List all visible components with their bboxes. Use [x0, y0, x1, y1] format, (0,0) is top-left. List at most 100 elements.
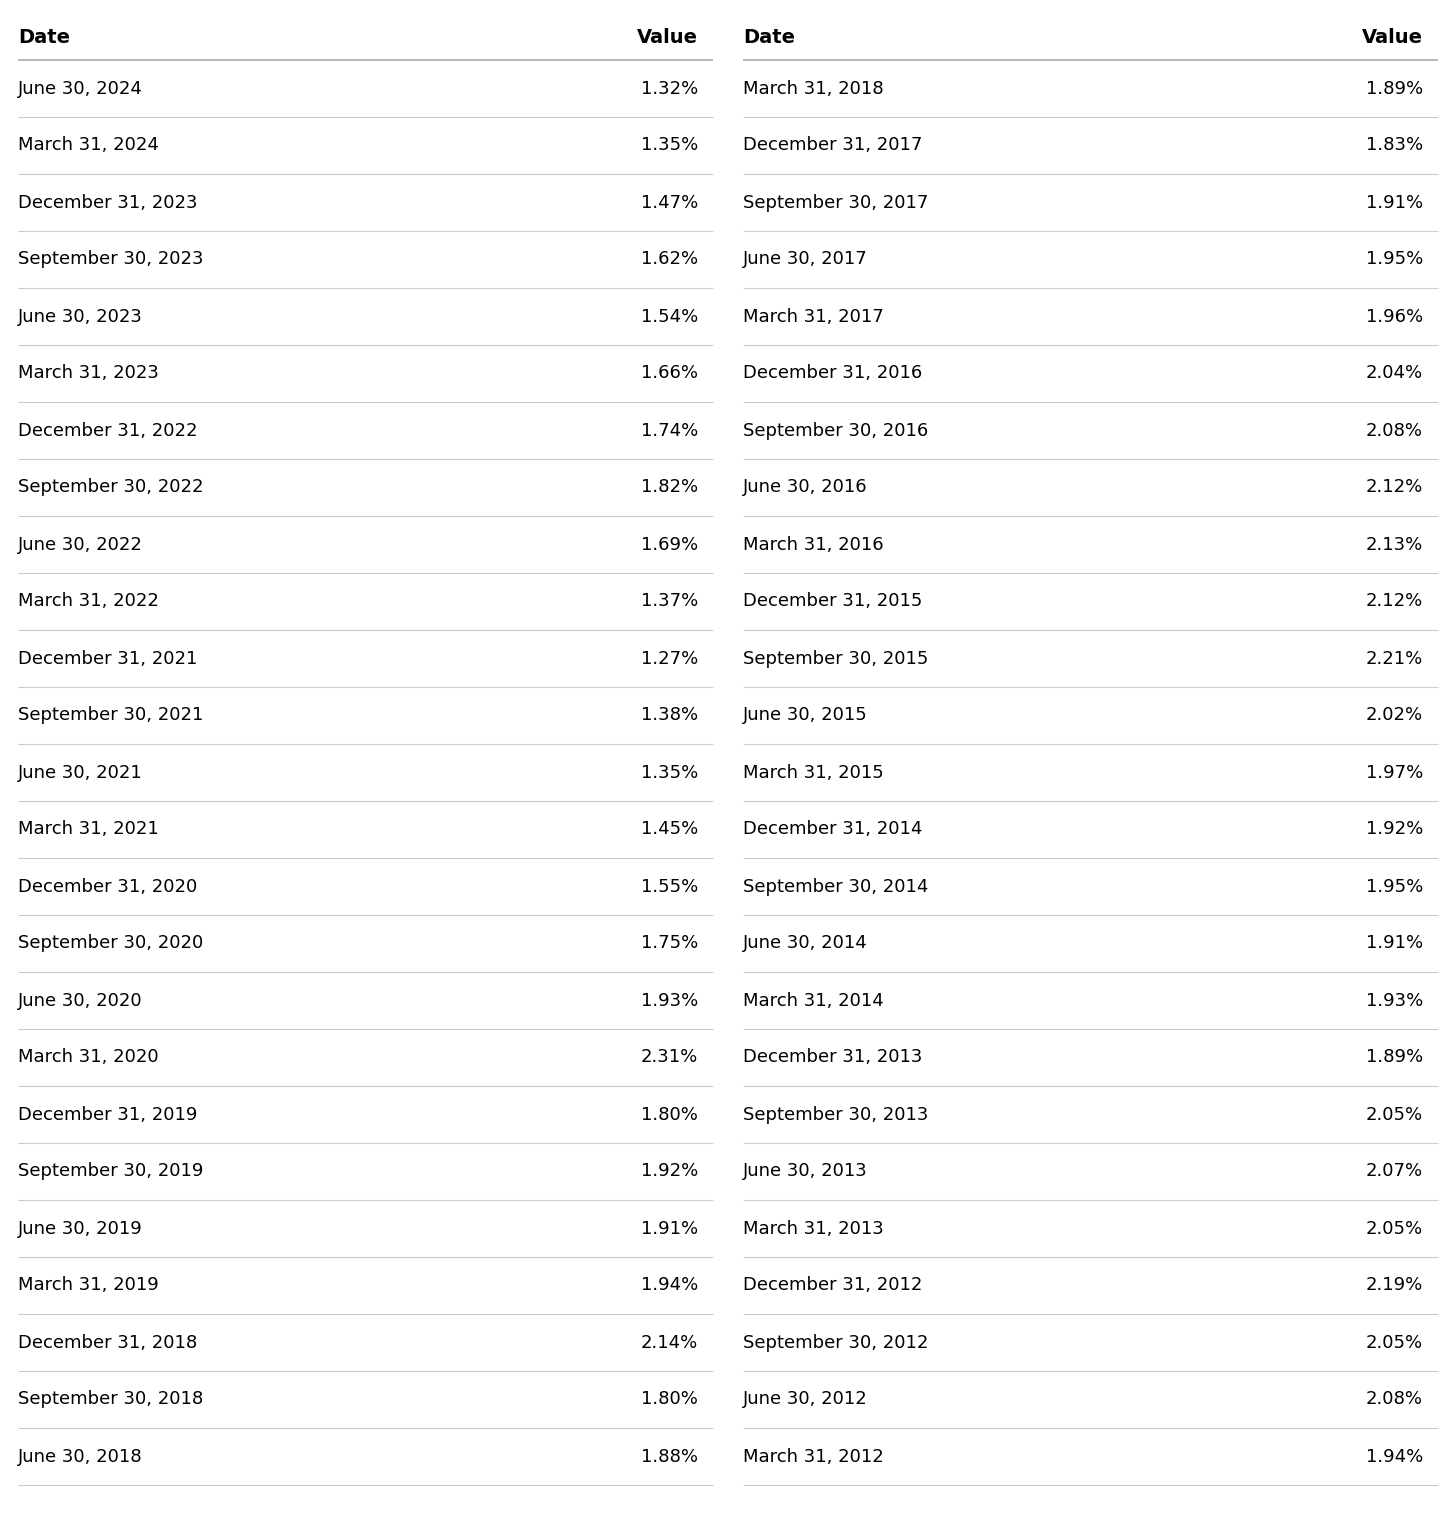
Text: 1.32%: 1.32% — [641, 80, 697, 97]
Text: March 31, 2017: March 31, 2017 — [743, 308, 884, 325]
Text: 1.95%: 1.95% — [1366, 878, 1423, 895]
Text: December 31, 2014: December 31, 2014 — [743, 821, 922, 838]
Text: 1.47%: 1.47% — [641, 194, 697, 211]
Text: 2.05%: 2.05% — [1366, 1334, 1423, 1352]
Text: March 31, 2014: March 31, 2014 — [743, 992, 884, 1010]
Text: March 31, 2022: March 31, 2022 — [17, 593, 159, 610]
Text: 1.94%: 1.94% — [1366, 1448, 1423, 1466]
Text: 2.08%: 2.08% — [1366, 1391, 1423, 1409]
Text: 1.82%: 1.82% — [641, 479, 697, 496]
Text: June 30, 2013: June 30, 2013 — [743, 1163, 868, 1181]
Text: June 30, 2021: June 30, 2021 — [17, 764, 143, 781]
Text: September 30, 2019: September 30, 2019 — [17, 1163, 204, 1181]
Text: 1.55%: 1.55% — [641, 878, 697, 895]
Text: 1.92%: 1.92% — [641, 1163, 697, 1181]
Text: September 30, 2021: September 30, 2021 — [17, 707, 204, 724]
Text: June 30, 2018: June 30, 2018 — [17, 1448, 143, 1466]
Text: March 31, 2016: March 31, 2016 — [743, 536, 884, 553]
Text: December 31, 2018: December 31, 2018 — [17, 1334, 197, 1352]
Text: 1.80%: 1.80% — [641, 1106, 697, 1124]
Text: 2.04%: 2.04% — [1366, 365, 1423, 382]
Text: September 30, 2022: September 30, 2022 — [17, 479, 204, 496]
Text: 1.93%: 1.93% — [1366, 992, 1423, 1010]
Text: 1.91%: 1.91% — [641, 1220, 697, 1238]
Text: March 31, 2021: March 31, 2021 — [17, 821, 159, 838]
Text: June 30, 2023: June 30, 2023 — [17, 308, 143, 325]
Text: 1.37%: 1.37% — [641, 593, 697, 610]
Text: December 31, 2017: December 31, 2017 — [743, 137, 922, 154]
Text: 2.02%: 2.02% — [1366, 707, 1423, 724]
Text: 1.92%: 1.92% — [1366, 821, 1423, 838]
Text: June 30, 2024: June 30, 2024 — [17, 80, 143, 97]
Text: March 31, 2012: March 31, 2012 — [743, 1448, 884, 1466]
Text: March 31, 2023: March 31, 2023 — [17, 365, 159, 382]
Text: 1.54%: 1.54% — [641, 308, 697, 325]
Text: 2.05%: 2.05% — [1366, 1106, 1423, 1124]
Text: 1.74%: 1.74% — [641, 422, 697, 439]
Text: December 31, 2012: December 31, 2012 — [743, 1277, 922, 1295]
Text: 2.07%: 2.07% — [1366, 1163, 1423, 1181]
Text: 1.27%: 1.27% — [641, 650, 697, 667]
Text: 2.12%: 2.12% — [1366, 479, 1423, 496]
Text: 2.13%: 2.13% — [1366, 536, 1423, 553]
Text: 1.66%: 1.66% — [641, 365, 697, 382]
Text: 1.62%: 1.62% — [641, 251, 697, 268]
Text: 2.14%: 2.14% — [641, 1334, 697, 1352]
Text: 1.96%: 1.96% — [1366, 308, 1423, 325]
Text: Date: Date — [743, 28, 795, 48]
Text: December 31, 2013: December 31, 2013 — [743, 1049, 922, 1067]
Text: September 30, 2017: September 30, 2017 — [743, 194, 929, 211]
Text: 1.94%: 1.94% — [641, 1277, 697, 1295]
Text: March 31, 2020: March 31, 2020 — [17, 1049, 159, 1067]
Text: 1.91%: 1.91% — [1366, 194, 1423, 211]
Text: March 31, 2024: March 31, 2024 — [17, 137, 159, 154]
Text: March 31, 2019: March 31, 2019 — [17, 1277, 159, 1295]
Text: 1.80%: 1.80% — [641, 1391, 697, 1409]
Text: June 30, 2012: June 30, 2012 — [743, 1391, 868, 1409]
Text: 2.12%: 2.12% — [1366, 593, 1423, 610]
Text: September 30, 2014: September 30, 2014 — [743, 878, 929, 895]
Text: 1.35%: 1.35% — [641, 137, 697, 154]
Text: December 31, 2016: December 31, 2016 — [743, 365, 922, 382]
Text: 1.89%: 1.89% — [1366, 80, 1423, 97]
Text: 1.35%: 1.35% — [641, 764, 697, 781]
Text: December 31, 2022: December 31, 2022 — [17, 422, 198, 439]
Text: June 30, 2017: June 30, 2017 — [743, 251, 868, 268]
Text: 2.31%: 2.31% — [641, 1049, 697, 1067]
Text: 1.91%: 1.91% — [1366, 935, 1423, 953]
Text: June 30, 2015: June 30, 2015 — [743, 707, 868, 724]
Text: June 30, 2022: June 30, 2022 — [17, 536, 143, 553]
Text: 1.93%: 1.93% — [641, 992, 697, 1010]
Text: September 30, 2018: September 30, 2018 — [17, 1391, 204, 1409]
Text: 1.69%: 1.69% — [641, 536, 697, 553]
Text: March 31, 2015: March 31, 2015 — [743, 764, 884, 781]
Text: 2.08%: 2.08% — [1366, 422, 1423, 439]
Text: 1.97%: 1.97% — [1366, 764, 1423, 781]
Text: 1.88%: 1.88% — [641, 1448, 697, 1466]
Text: Date: Date — [17, 28, 70, 48]
Text: Value: Value — [638, 28, 697, 48]
Text: June 30, 2020: June 30, 2020 — [17, 992, 143, 1010]
Text: December 31, 2021: December 31, 2021 — [17, 650, 198, 667]
Text: September 30, 2016: September 30, 2016 — [743, 422, 929, 439]
Text: 1.83%: 1.83% — [1366, 137, 1423, 154]
Text: 2.19%: 2.19% — [1366, 1277, 1423, 1295]
Text: June 30, 2019: June 30, 2019 — [17, 1220, 143, 1238]
Text: June 30, 2016: June 30, 2016 — [743, 479, 868, 496]
Text: September 30, 2023: September 30, 2023 — [17, 251, 204, 268]
Text: 2.21%: 2.21% — [1366, 650, 1423, 667]
Text: March 31, 2013: March 31, 2013 — [743, 1220, 884, 1238]
Text: March 31, 2018: March 31, 2018 — [743, 80, 884, 97]
Text: 1.38%: 1.38% — [641, 707, 697, 724]
Text: 1.95%: 1.95% — [1366, 251, 1423, 268]
Text: Value: Value — [1361, 28, 1423, 48]
Text: September 30, 2012: September 30, 2012 — [743, 1334, 929, 1352]
Text: December 31, 2019: December 31, 2019 — [17, 1106, 198, 1124]
Text: June 30, 2014: June 30, 2014 — [743, 935, 868, 953]
Text: 2.05%: 2.05% — [1366, 1220, 1423, 1238]
Text: September 30, 2015: September 30, 2015 — [743, 650, 929, 667]
Text: December 31, 2015: December 31, 2015 — [743, 593, 922, 610]
Text: 1.89%: 1.89% — [1366, 1049, 1423, 1067]
Text: September 30, 2020: September 30, 2020 — [17, 935, 204, 953]
Text: 1.75%: 1.75% — [641, 935, 697, 953]
